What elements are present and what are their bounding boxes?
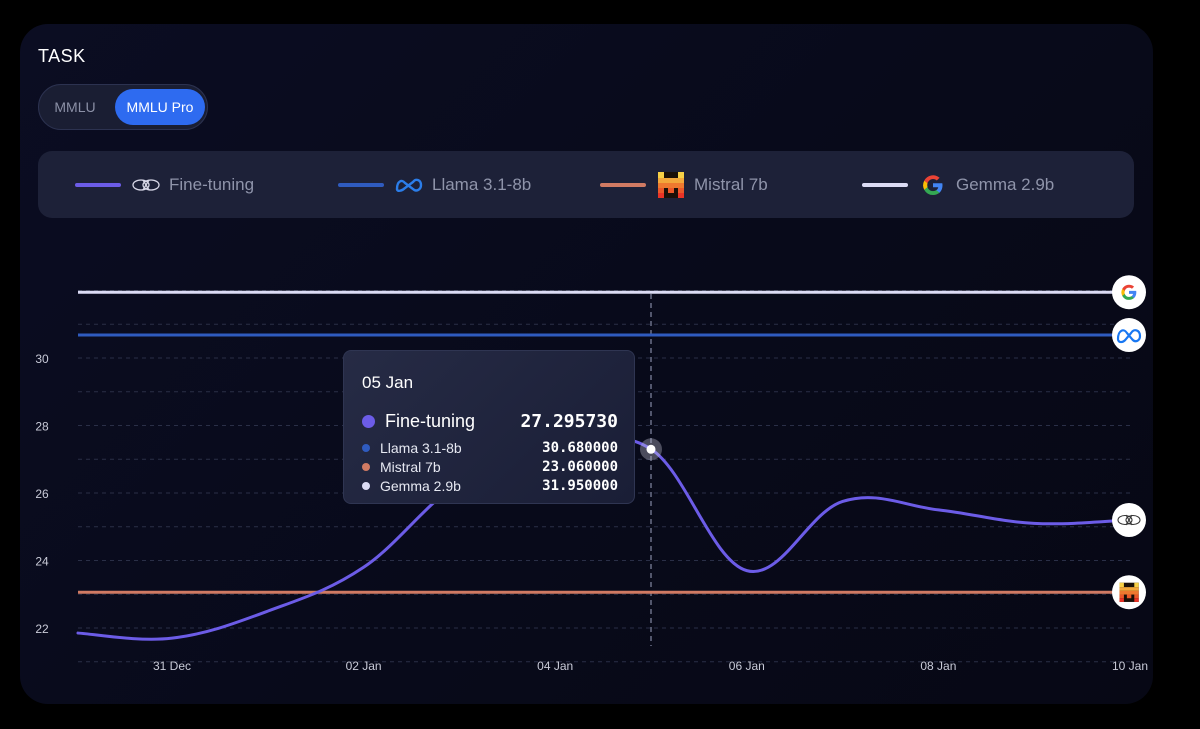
end-mistral-logo-icon bbox=[1112, 575, 1146, 610]
legend-item-llama[interactable]: Llama 3.1-8b bbox=[338, 151, 531, 218]
tooltip-row-llama: Llama 3.1-8b 30.680000 bbox=[362, 439, 618, 457]
legend-swatch bbox=[338, 182, 384, 187]
task-toggle: MMLU MMLU Pro bbox=[38, 84, 208, 130]
legend-swatch bbox=[600, 182, 646, 187]
tooltip: 05 Jan Fine-tuning 27.295730 Llama 3.1-8… bbox=[343, 350, 635, 504]
task-label: TASK bbox=[38, 46, 86, 66]
tooltip-main-row: Fine-tuning 27.295730 bbox=[362, 409, 618, 433]
legend-item-gemma[interactable]: Gemma 2.9b bbox=[862, 151, 1054, 218]
legend-label: Llama 3.1-8b bbox=[432, 174, 532, 194]
x-tick-label: 06 Jan bbox=[729, 659, 765, 673]
legend-label: Fine-tuning bbox=[169, 174, 255, 194]
end-logo-badge bbox=[1112, 275, 1146, 310]
google-logo-icon bbox=[918, 170, 948, 200]
x-tick-label: 02 Jan bbox=[346, 659, 382, 673]
end-google-logo-icon bbox=[1112, 275, 1146, 310]
end-meta-logo-icon bbox=[1112, 318, 1146, 353]
tooltip-date: 05 Jan bbox=[362, 373, 414, 392]
meta-logo-icon bbox=[1116, 329, 1142, 344]
toggle-mmlu-pro[interactable]: MMLU Pro bbox=[115, 89, 205, 125]
x-tick-label: 31 Dec bbox=[153, 659, 191, 673]
tooltip-row-value: 31.950000 bbox=[542, 478, 618, 494]
y-tick-label: 28 bbox=[35, 420, 49, 434]
legend-item-mistral[interactable]: Mistral 7b bbox=[600, 151, 768, 218]
x-tick-label: 04 Jan bbox=[537, 659, 573, 673]
tooltip-dot bbox=[362, 444, 370, 452]
x-tick-label: 10 Jan bbox=[1112, 659, 1148, 673]
y-tick-label: 24 bbox=[35, 555, 49, 569]
y-tick-label: 26 bbox=[35, 487, 49, 501]
toggle-mmlu[interactable]: MMLU bbox=[54, 99, 96, 115]
legend-label: Gemma 2.9b bbox=[956, 174, 1055, 194]
tooltip-main-name: Fine-tuning bbox=[385, 410, 476, 431]
legend-swatch bbox=[862, 182, 908, 187]
mistral-logo-icon bbox=[1119, 582, 1139, 602]
tooltip-row-mistral: Mistral 7b 23.060000 bbox=[362, 458, 618, 476]
legend: Fine-tuning Llama 3.1-8b Mistral bbox=[38, 151, 1134, 218]
chart-card: TASK MMLU MMLU Pro Fine-tuning Llama 3.1… bbox=[20, 24, 1153, 704]
legend-label: Mistral 7b bbox=[694, 174, 768, 194]
mistral-logo-icon bbox=[656, 170, 686, 200]
tooltip-row-value: 30.680000 bbox=[542, 440, 618, 456]
finetune-logo-icon bbox=[1117, 514, 1141, 526]
legend-swatch bbox=[75, 182, 121, 187]
tooltip-dot bbox=[362, 414, 375, 428]
google-logo-icon bbox=[1121, 284, 1137, 300]
x-tick-label: 08 Jan bbox=[920, 659, 956, 673]
tooltip-dot bbox=[362, 482, 370, 490]
tooltip-dot bbox=[362, 463, 370, 471]
tooltip-main-value: 27.295730 bbox=[520, 410, 618, 432]
tooltip-row-name: Mistral 7b bbox=[380, 459, 441, 475]
y-tick-label: 22 bbox=[35, 622, 49, 636]
tooltip-row-name: Gemma 2.9b bbox=[380, 478, 461, 494]
end-finetune-logo-icon bbox=[1112, 503, 1146, 537]
hover-marker bbox=[646, 444, 656, 454]
tooltip-row-gemma: Gemma 2.9b 31.950000 bbox=[362, 477, 618, 495]
tooltip-row-name: Llama 3.1-8b bbox=[380, 440, 462, 456]
finetune-logo-icon bbox=[131, 170, 161, 200]
y-tick-label: 30 bbox=[35, 352, 49, 366]
tooltip-row-value: 23.060000 bbox=[542, 459, 618, 475]
legend-item-fine-tuning[interactable]: Fine-tuning bbox=[75, 151, 254, 218]
line-chart: 22 24 26 28 30 31 Dec 02 Jan 04 Jan 06 Jan 08 Ja… bbox=[35, 275, 1148, 673]
meta-logo-icon bbox=[394, 170, 424, 200]
